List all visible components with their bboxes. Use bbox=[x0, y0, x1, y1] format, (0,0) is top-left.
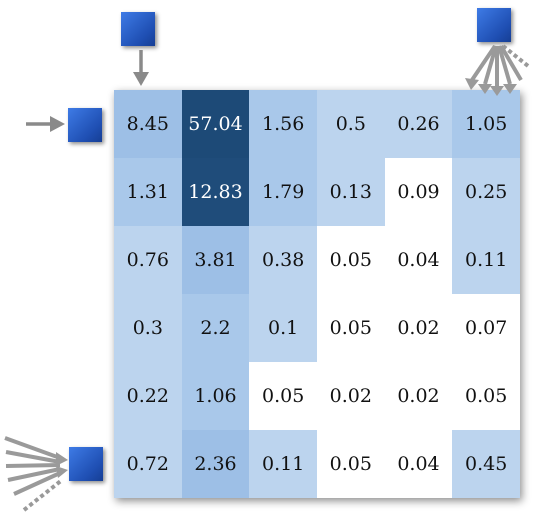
heatmap-cell: 0.22 bbox=[114, 362, 182, 430]
heatmap-cell: 0.04 bbox=[384, 226, 453, 294]
heatmap-cell: 0.11 bbox=[452, 226, 520, 294]
heatmap-cell: 0.45 bbox=[452, 430, 520, 498]
square-marker-icon bbox=[68, 108, 102, 142]
heatmap-cell: 0.25 bbox=[452, 158, 520, 226]
heatmap-grid: 8.45 57.04 1.56 0.5 0.26 1.05 1.31 12.83… bbox=[114, 90, 520, 498]
heatmap-cell: 0.26 bbox=[384, 90, 453, 158]
heatmap-cell: 0.38 bbox=[249, 226, 317, 294]
arrow-burst-icon bbox=[4, 436, 68, 512]
heatmap-cell: 0.11 bbox=[249, 430, 317, 498]
heatmap-cell: 0.07 bbox=[452, 294, 520, 362]
arrow-down-icon bbox=[133, 50, 149, 86]
square-marker-icon bbox=[69, 447, 103, 481]
heatmap-cell: 0.05 bbox=[249, 362, 317, 430]
square-marker-icon bbox=[121, 12, 155, 46]
heatmap-cell: 8.45 bbox=[114, 90, 182, 158]
heatmap-cell: 0.02 bbox=[384, 362, 453, 430]
heatmap-cell: 1.56 bbox=[249, 90, 317, 158]
heatmap-cell: 0.5 bbox=[316, 90, 385, 158]
heatmap-cell: 0.05 bbox=[316, 226, 385, 294]
heatmap-cell: 0.02 bbox=[384, 294, 453, 362]
heatmap-cell: 0.09 bbox=[384, 158, 453, 226]
heatmap-cell: 57.04 bbox=[181, 90, 250, 158]
heatmap-cell: 2.36 bbox=[181, 430, 250, 498]
heatmap-cell: 1.79 bbox=[249, 158, 317, 226]
heatmap-cell: 2.2 bbox=[181, 294, 250, 362]
heatmap-cell: 0.05 bbox=[316, 430, 385, 498]
heatmap-cell: 0.13 bbox=[316, 158, 385, 226]
heatmap-cell: 1.05 bbox=[452, 90, 520, 158]
heatmap-cell: 12.83 bbox=[181, 158, 250, 226]
heatmap-cell: 0.72 bbox=[114, 430, 182, 498]
heatmap-cell: 1.06 bbox=[181, 362, 250, 430]
arrow-burst-icon bbox=[465, 44, 530, 96]
square-marker-icon bbox=[477, 8, 511, 42]
heatmap-cell: 0.05 bbox=[316, 294, 385, 362]
heatmap-cell: 1.31 bbox=[114, 158, 182, 226]
heatmap-cell: 0.1 bbox=[249, 294, 317, 362]
heatmap-cell: 0.76 bbox=[114, 226, 182, 294]
arrow-right-icon bbox=[26, 116, 65, 132]
heatmap-cell: 0.3 bbox=[114, 294, 182, 362]
heatmap-cell: 3.81 bbox=[181, 226, 250, 294]
heatmap-cell: 0.05 bbox=[452, 362, 520, 430]
heatmap-cell: 0.02 bbox=[316, 362, 385, 430]
heatmap-cell: 0.04 bbox=[384, 430, 453, 498]
